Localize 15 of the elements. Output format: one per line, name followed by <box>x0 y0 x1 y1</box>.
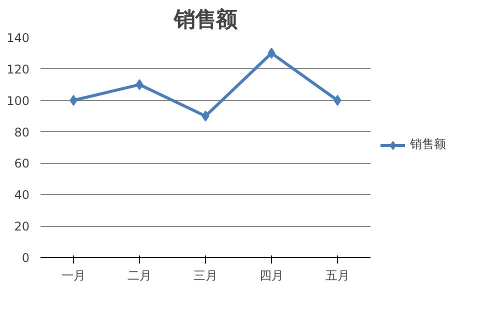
y-tick-label: 60 <box>14 156 30 171</box>
x-tick-label: 四月 <box>260 268 284 282</box>
x-tick-label: 五月 <box>326 268 350 282</box>
y-tick-label: 40 <box>14 188 30 202</box>
x-tick-label: 三月 <box>194 268 218 282</box>
y-tick-label: 80 <box>14 125 30 140</box>
chart-title: 销售额 <box>173 8 238 32</box>
y-tick-label: 100 <box>6 94 30 108</box>
y-tick-label: 120 <box>6 62 30 76</box>
legend-label: 销售额 <box>410 136 446 153</box>
y-tick-label: 140 <box>6 31 30 45</box>
y-tick-label: 20 <box>14 220 30 234</box>
x-tick-label: 一月 <box>62 268 86 282</box>
x-tick-label: 二月 <box>128 268 152 282</box>
y-tick-label: 0 <box>22 251 30 265</box>
